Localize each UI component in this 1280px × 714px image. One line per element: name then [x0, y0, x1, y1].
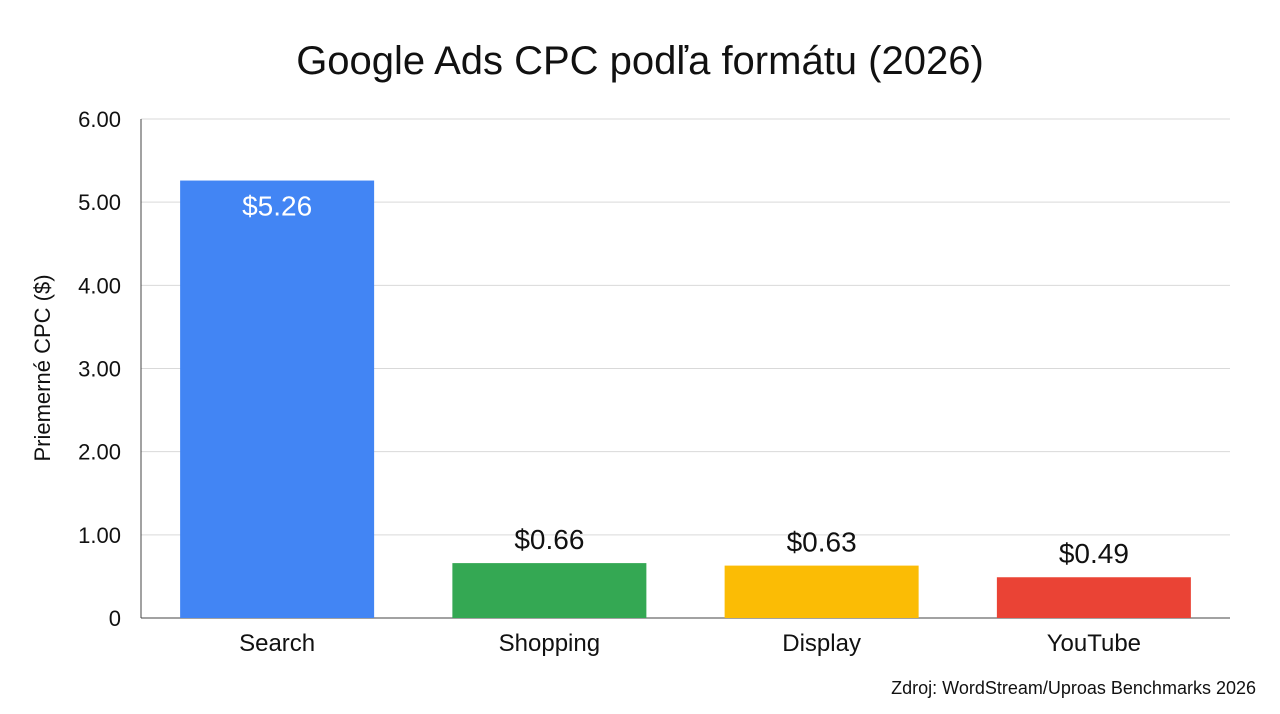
y-tick-label: 4.00 [78, 273, 121, 298]
x-tick-label-youtube: YouTube [1047, 630, 1141, 657]
y-tick-label: 6.00 [78, 107, 121, 132]
x-axis-ticks: Search Shopping Display YouTube [239, 630, 1141, 657]
value-labels: $5.26 $0.66 $0.63 $0.49 [242, 191, 1129, 570]
value-label-youtube: $0.49 [1059, 538, 1129, 569]
bar-search [180, 180, 375, 618]
x-tick-label-display: Display [782, 630, 861, 657]
bar-shopping [452, 563, 647, 618]
y-axis-label: Priemerné CPC ($) [30, 274, 55, 461]
y-axis-ticks: 0 1.00 2.00 3.00 4.00 5.00 6.00 [78, 107, 121, 631]
value-label-search: $5.26 [242, 191, 312, 222]
y-tick-label: 5.00 [78, 190, 121, 215]
value-label-display: $0.63 [787, 527, 857, 558]
chart-title: Google Ads CPC podľa formátu (2026) [296, 39, 984, 83]
bar-display [724, 565, 919, 618]
x-tick-label-search: Search [239, 630, 315, 657]
y-tick-label: 2.00 [78, 440, 121, 465]
x-tick-label-shopping: Shopping [499, 630, 600, 657]
y-tick-label: 1.00 [78, 523, 121, 548]
bar-youtube [996, 577, 1191, 618]
y-tick-label: 3.00 [78, 357, 121, 382]
value-label-shopping: $0.66 [514, 524, 584, 555]
y-tick-label: 0 [109, 606, 121, 631]
source-note: Zdroj: WordStream/Uproas Benchmarks 2026 [891, 678, 1256, 698]
bars [180, 180, 1191, 618]
